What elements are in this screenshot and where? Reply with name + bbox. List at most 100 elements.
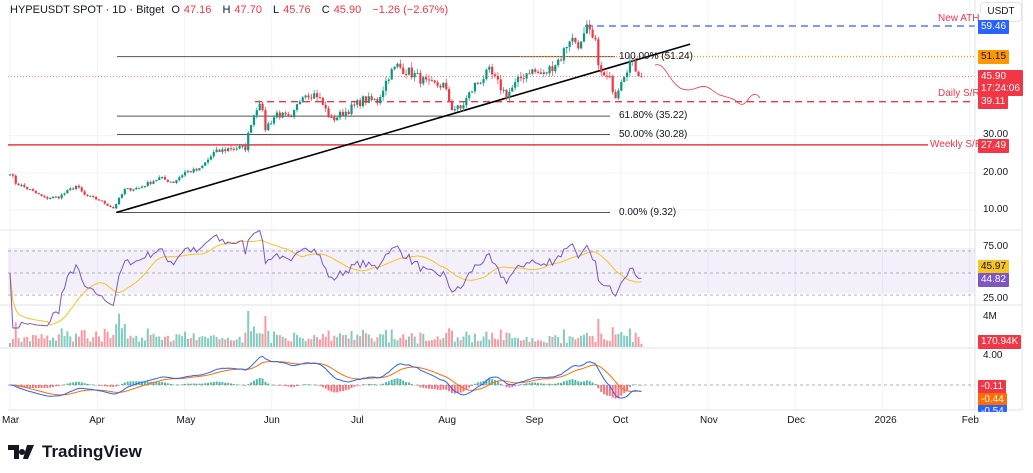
volume-bar xyxy=(89,341,92,347)
volume-bar xyxy=(542,341,545,347)
volume-bar xyxy=(571,337,574,347)
candle xyxy=(450,101,454,111)
candle xyxy=(106,203,109,206)
candle xyxy=(534,69,537,72)
candle xyxy=(505,89,508,99)
macd-histogram-bar xyxy=(192,383,195,385)
macd-histogram-bar xyxy=(382,383,385,385)
volume-bar xyxy=(34,335,37,347)
volume-bar xyxy=(181,336,184,347)
volume-bar xyxy=(611,327,614,347)
candle xyxy=(206,159,210,163)
volume-bar xyxy=(26,336,29,347)
candle xyxy=(63,193,66,195)
volume-bar xyxy=(637,336,640,347)
macd-histogram-bar xyxy=(232,383,235,385)
volume-bar xyxy=(568,336,571,347)
volume-bar xyxy=(72,341,75,347)
brand-name: TradingView xyxy=(42,442,142,461)
macd-histogram-bar xyxy=(456,385,459,394)
volume-bar xyxy=(224,339,227,347)
macd-histogram-bar xyxy=(571,379,574,385)
macd-histogram-bar xyxy=(264,381,267,385)
candle xyxy=(247,132,250,151)
candle xyxy=(496,75,499,80)
volume-bar xyxy=(631,341,634,347)
macd-histogram-bar xyxy=(80,382,83,385)
volume-bar xyxy=(442,338,445,347)
close-value: 45.90 xyxy=(333,4,362,16)
volume-bar xyxy=(186,338,189,347)
candle xyxy=(602,72,606,76)
tradingview-logo[interactable]: TradingView xyxy=(8,442,142,462)
candle xyxy=(232,148,235,150)
volume-bar xyxy=(321,334,324,347)
volume-bar xyxy=(43,338,46,347)
candle xyxy=(390,69,393,80)
macd-histogram-bar xyxy=(376,384,379,386)
volume-bar xyxy=(640,343,643,347)
volume-bar xyxy=(557,337,560,347)
volume-bar xyxy=(605,340,608,347)
volume-bar xyxy=(112,334,115,347)
time-tick: Apr xyxy=(89,415,105,426)
volume-bar xyxy=(430,340,433,347)
volume-bar xyxy=(333,335,336,347)
weekly-sr-tag: 27.49 xyxy=(978,139,1010,153)
volume-bar xyxy=(476,340,479,347)
macd-histogram-bar xyxy=(473,383,476,385)
volume-bar xyxy=(341,335,344,347)
macd-histogram-bar xyxy=(72,382,75,385)
volume-bar xyxy=(281,336,284,347)
macd-histogram-bar xyxy=(516,384,519,386)
candle xyxy=(290,115,293,118)
macd-histogram-bar xyxy=(459,385,462,393)
candle xyxy=(72,188,75,190)
candle xyxy=(60,194,63,199)
macd-histogram-bar xyxy=(565,380,568,385)
price-tick: 10.00 xyxy=(983,204,1009,215)
volume-bar xyxy=(255,333,258,347)
volume-bar xyxy=(57,334,60,347)
candle xyxy=(189,171,192,173)
macd-histogram-bar xyxy=(488,378,491,385)
low-label: L xyxy=(273,4,280,16)
candle xyxy=(37,193,40,195)
macd-histogram-bar xyxy=(29,385,32,388)
macd-histogram-bar xyxy=(175,384,178,386)
macd-histogram-bar xyxy=(143,381,146,385)
volume-bar xyxy=(347,338,350,347)
macd-histogram-bar xyxy=(626,385,629,391)
volume-bar xyxy=(456,337,459,347)
candle xyxy=(413,73,416,78)
volume-bar xyxy=(580,335,583,347)
macd-histogram-bar xyxy=(212,381,215,385)
candle xyxy=(605,75,609,77)
volume-bar xyxy=(617,333,620,347)
volume-bar xyxy=(118,313,121,347)
volume-bar xyxy=(284,338,287,347)
volume-bar xyxy=(336,337,339,347)
candle xyxy=(548,66,551,74)
volume-bar xyxy=(290,341,293,347)
candle xyxy=(8,174,12,176)
volume-bar xyxy=(583,334,585,347)
candle xyxy=(272,117,276,124)
currency-button[interactable]: USDT xyxy=(980,2,1022,22)
time-tick: Feb xyxy=(961,415,979,426)
volume-bar xyxy=(551,336,554,347)
volume-bar xyxy=(608,340,611,347)
macd-pane xyxy=(8,355,975,399)
volume-bar xyxy=(600,333,603,347)
volume-bar xyxy=(120,328,123,347)
candle xyxy=(597,39,600,66)
macd-histogram-bar xyxy=(637,384,640,386)
macd-histogram-bar xyxy=(218,381,221,385)
macd-histogram-bar xyxy=(316,385,319,386)
macd-histogram-bar xyxy=(634,384,637,385)
candle xyxy=(195,168,198,171)
candle xyxy=(80,187,83,192)
candle xyxy=(155,180,158,182)
candle xyxy=(83,191,86,195)
